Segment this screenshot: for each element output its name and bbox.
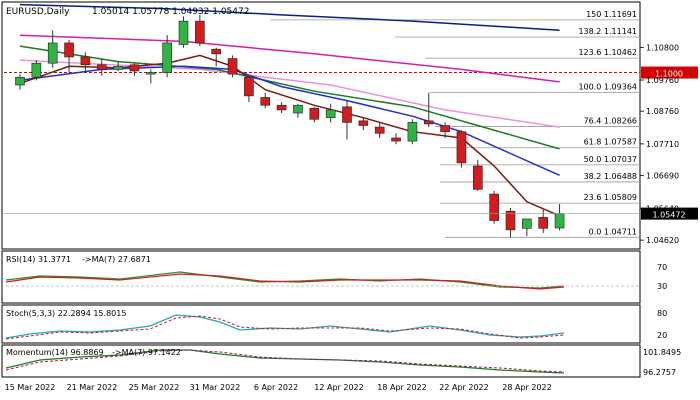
candle-body (260, 97, 271, 106)
fib-level-label: 23.6 1.05809 (584, 193, 637, 202)
candle-body (554, 213, 565, 229)
time-axis-label: 15 Mar 2022 (5, 383, 56, 392)
candlesticks (15, 14, 565, 238)
price-axis-label: 1.08760 (646, 107, 679, 116)
time-axis: 15 Mar 2022 21 Mar 2022 25 Mar 2022 31 Mar … (5, 383, 552, 392)
candle-body (80, 56, 91, 66)
current-price-label: 1.05472 (652, 211, 685, 220)
time-axis-label: 12 Apr 2022 (314, 383, 363, 392)
price-axis-label: 1.06690 (646, 172, 679, 181)
time-axis-label: 31 Mar 2022 (190, 383, 241, 392)
candle-body (96, 64, 107, 70)
fib-level-label: 150 1.11691 (586, 10, 637, 19)
candle-body (309, 108, 320, 120)
candle-body (244, 76, 254, 97)
candle-body (64, 42, 74, 58)
candle-body (276, 104, 287, 111)
candle-body (146, 72, 156, 75)
rsi-ma-line (5, 273, 565, 290)
candle-body (456, 131, 467, 164)
candle-body (505, 210, 516, 231)
time-axis-label: 28 Apr 2022 (502, 383, 551, 392)
candle-body (113, 66, 123, 70)
rsi-axis-bottom: 30 (657, 282, 667, 291)
marked-level-label: 1.1000 (655, 70, 683, 79)
rsi-axis-top: 70 (657, 263, 667, 272)
moving-average-line (19, 3, 560, 31)
time-axis-label: 18 Apr 2022 (377, 383, 426, 392)
candle-body (407, 122, 418, 142)
candle-body (47, 42, 58, 64)
fib-level-label: 38.2 1.06488 (584, 172, 637, 181)
candle-body (342, 106, 352, 123)
candle-body (374, 126, 385, 134)
candle-body (31, 62, 42, 78)
candle-body (195, 20, 205, 44)
momentum-axis-bottom: 96.2757 (643, 368, 676, 377)
candle-body (178, 20, 189, 45)
stoch-label: Stoch(5,3,3) 22.2894 15.8015 (6, 309, 126, 318)
price-axis: 1.108001.097601.087601.077101.066901.056… (4, 44, 698, 245)
candle-body (129, 64, 140, 72)
candle-body (162, 42, 172, 73)
candle-body (358, 120, 369, 126)
current-price-tag (641, 207, 698, 220)
price-axis-label: 1.04620 (646, 236, 679, 245)
candle-body (440, 125, 450, 133)
candle-body (15, 76, 25, 86)
stoch-main-line (5, 314, 565, 339)
fib-level-label: 123.6 1.10462 (578, 48, 637, 57)
main-price-pane (1, 1, 641, 250)
price-axis-label: 1.07710 (646, 140, 679, 149)
rsi-ma-label: ->MA(7) 27.6871 (82, 255, 151, 264)
candle-body (522, 218, 532, 229)
stoch-axis-top: 80 (657, 309, 667, 318)
moving-average-line (19, 65, 560, 176)
moving-averages (19, 3, 560, 217)
moving-average-line (19, 54, 560, 217)
stoch-axis-bottom: 20 (657, 331, 667, 340)
marked-level-tag (641, 66, 698, 79)
candle-body (293, 104, 303, 114)
fib-level-label: 76.4 1.08266 (584, 117, 637, 126)
time-axis-label: 6 Apr 2022 (254, 383, 298, 392)
fib-level-label: 100.0 1.09364 (578, 82, 637, 91)
candle-body (423, 120, 434, 125)
marked-level-line: 1.1000 (4, 66, 698, 79)
momentum-label: Momentum(14) 96.8869 (6, 348, 104, 357)
candle-body (538, 217, 549, 229)
momentum-axis-top: 101.8495 (643, 348, 681, 357)
fib-level-label: 50.0 1.07037 (584, 155, 637, 164)
time-axis-label: 25 Mar 2022 (129, 383, 180, 392)
rsi-line (5, 271, 565, 289)
momentum-ma-label: ->MA(7) 97.1422 (112, 348, 181, 357)
time-axis-label: 22 Apr 2022 (439, 383, 488, 392)
price-axis-label: 1.10800 (646, 44, 679, 53)
candle-body (472, 165, 483, 190)
fib-level-label: 61.8 1.07587 (584, 138, 637, 147)
moving-average-line (19, 34, 560, 83)
candle-body (325, 109, 336, 119)
fib-level-label: 138.2 1.11141 (578, 27, 637, 36)
candle-body (489, 193, 499, 221)
chart-symbol-text: EURUSD,Daily (6, 7, 70, 17)
rsi-pane (1, 250, 641, 304)
rsi-label: RSI(14) 31.3771 (6, 255, 71, 264)
fibonacci-levels: 150 1.11691 138.2 1.11141 123.6 1.10462 100… (270, 10, 640, 238)
candle-body (391, 137, 401, 142)
candle-body (211, 48, 221, 55)
momentum-ma-line (5, 349, 565, 373)
price-axis-label: 1.09760 (646, 76, 679, 85)
moving-average-line (19, 45, 560, 150)
candle-body (227, 58, 238, 75)
chart-ohlc-text: 1.05014 1.05778 1.04932 1.05472 (92, 7, 249, 17)
fib-level-label: 0.0 1.04711 (589, 227, 637, 236)
time-axis-label: 21 Mar 2022 (67, 383, 118, 392)
